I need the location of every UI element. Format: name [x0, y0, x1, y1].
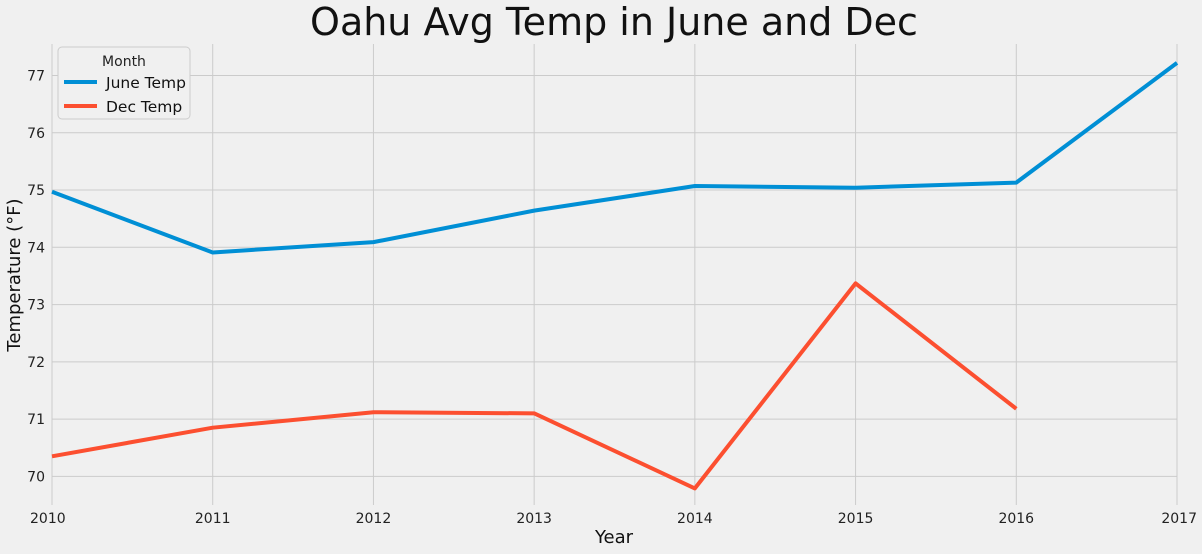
y-tick-label: 75: [27, 183, 45, 199]
x-tick-label: 2016: [998, 511, 1034, 527]
y-tick-label: 71: [27, 412, 45, 428]
x-tick-label: 2017: [1161, 511, 1197, 527]
legend: Month June Temp Dec Temp: [57, 46, 191, 120]
legend-title: Month: [102, 54, 146, 70]
y-tick-label: 77: [27, 68, 45, 84]
y-tick-label: 73: [27, 298, 45, 314]
series-lines: [51, 61, 1179, 491]
legend-label: Dec Temp: [106, 98, 182, 116]
x-tick-label: 2015: [838, 511, 874, 527]
grid: [51, 44, 1178, 505]
x-tick-label: 2013: [516, 511, 552, 527]
chart-title: Oahu Avg Temp in June and Dec: [310, 0, 918, 44]
x-tick-labels: 2010 2011 2012 2013 2014 2015 2016 2017: [30, 511, 1197, 527]
y-tick-label: 74: [27, 240, 45, 256]
x-tick-label: 2010: [30, 511, 66, 527]
legend-label: June Temp: [105, 74, 186, 92]
y-tick-labels: 70 71 72 73 74 75 76 77: [27, 68, 45, 485]
x-tick-label: 2011: [195, 511, 231, 527]
y-axis-label: Temperature (°F): [4, 198, 25, 352]
y-tick-label: 72: [27, 355, 45, 371]
x-axis-label: Year: [594, 527, 634, 548]
x-tick-label: 2014: [677, 511, 713, 527]
series-line-june-temp: [51, 61, 1179, 255]
y-tick-label: 76: [27, 126, 45, 142]
legend-box: [57, 46, 191, 120]
x-tick-label: 2012: [356, 511, 392, 527]
y-tick-label: 70: [27, 469, 45, 485]
